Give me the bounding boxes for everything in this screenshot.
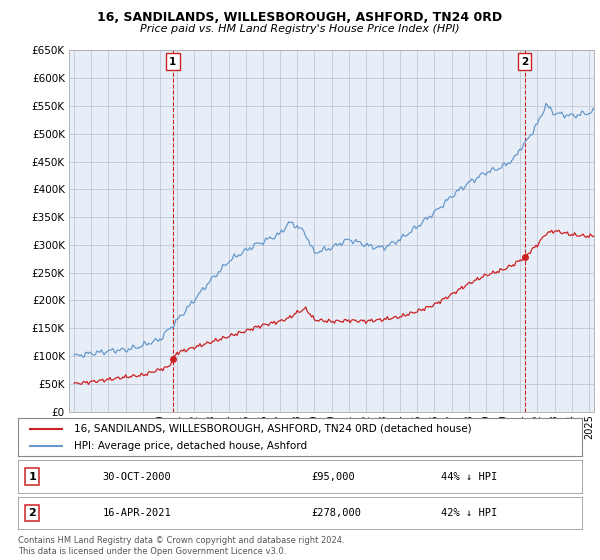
Text: 16, SANDILANDS, WILLESBOROUGH, ASHFORD, TN24 0RD (detached house): 16, SANDILANDS, WILLESBOROUGH, ASHFORD, … — [74, 423, 472, 433]
Text: 2: 2 — [521, 57, 528, 67]
Text: 16-APR-2021: 16-APR-2021 — [103, 508, 172, 518]
Text: Price paid vs. HM Land Registry's House Price Index (HPI): Price paid vs. HM Land Registry's House … — [140, 24, 460, 34]
Text: 42% ↓ HPI: 42% ↓ HPI — [441, 508, 497, 518]
Text: HPI: Average price, detached house, Ashford: HPI: Average price, detached house, Ashf… — [74, 441, 308, 451]
Text: 1: 1 — [28, 472, 36, 482]
Text: £278,000: £278,000 — [311, 508, 361, 518]
Text: 1: 1 — [169, 57, 176, 67]
Text: £95,000: £95,000 — [311, 472, 355, 482]
Text: 2: 2 — [28, 508, 36, 518]
Text: 16, SANDILANDS, WILLESBOROUGH, ASHFORD, TN24 0RD: 16, SANDILANDS, WILLESBOROUGH, ASHFORD, … — [97, 11, 503, 24]
Text: 30-OCT-2000: 30-OCT-2000 — [103, 472, 172, 482]
Text: 44% ↓ HPI: 44% ↓ HPI — [441, 472, 497, 482]
Text: Contains HM Land Registry data © Crown copyright and database right 2024.
This d: Contains HM Land Registry data © Crown c… — [18, 536, 344, 556]
